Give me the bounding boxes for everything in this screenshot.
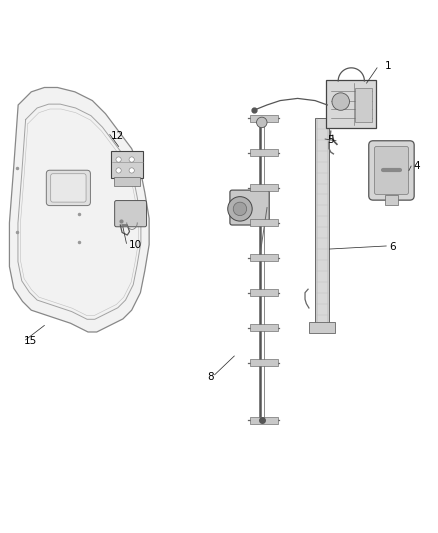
Circle shape (332, 93, 350, 110)
Text: 8: 8 (207, 372, 214, 382)
Text: 5: 5 (327, 135, 334, 145)
Circle shape (228, 197, 252, 221)
FancyBboxPatch shape (46, 170, 90, 206)
FancyBboxPatch shape (230, 190, 269, 225)
Circle shape (129, 157, 134, 162)
Polygon shape (10, 87, 149, 332)
FancyBboxPatch shape (374, 147, 409, 195)
Bar (250, 184, 278, 191)
Circle shape (233, 202, 247, 215)
Bar (250, 254, 278, 261)
Bar (250, 359, 278, 366)
Bar (250, 289, 278, 296)
Text: 12: 12 (111, 131, 124, 141)
Text: 10: 10 (129, 240, 142, 249)
Circle shape (129, 168, 134, 173)
Bar (250, 417, 278, 424)
FancyBboxPatch shape (51, 174, 86, 202)
Bar (315, 118, 329, 323)
Bar (309, 322, 335, 333)
Text: 6: 6 (389, 242, 396, 252)
Text: 1: 1 (385, 61, 392, 71)
Circle shape (116, 157, 121, 162)
Bar (250, 220, 278, 227)
FancyBboxPatch shape (369, 141, 414, 200)
Bar (250, 115, 278, 122)
FancyBboxPatch shape (111, 151, 144, 178)
Bar (250, 324, 278, 331)
Bar (385, 195, 398, 205)
Bar (250, 149, 278, 157)
Text: 4: 4 (413, 161, 420, 171)
Circle shape (116, 168, 121, 173)
Text: 15: 15 (23, 336, 37, 346)
Bar (355, 88, 372, 123)
FancyBboxPatch shape (326, 80, 376, 128)
FancyBboxPatch shape (115, 200, 147, 227)
Circle shape (257, 117, 267, 128)
Bar (114, 177, 140, 185)
